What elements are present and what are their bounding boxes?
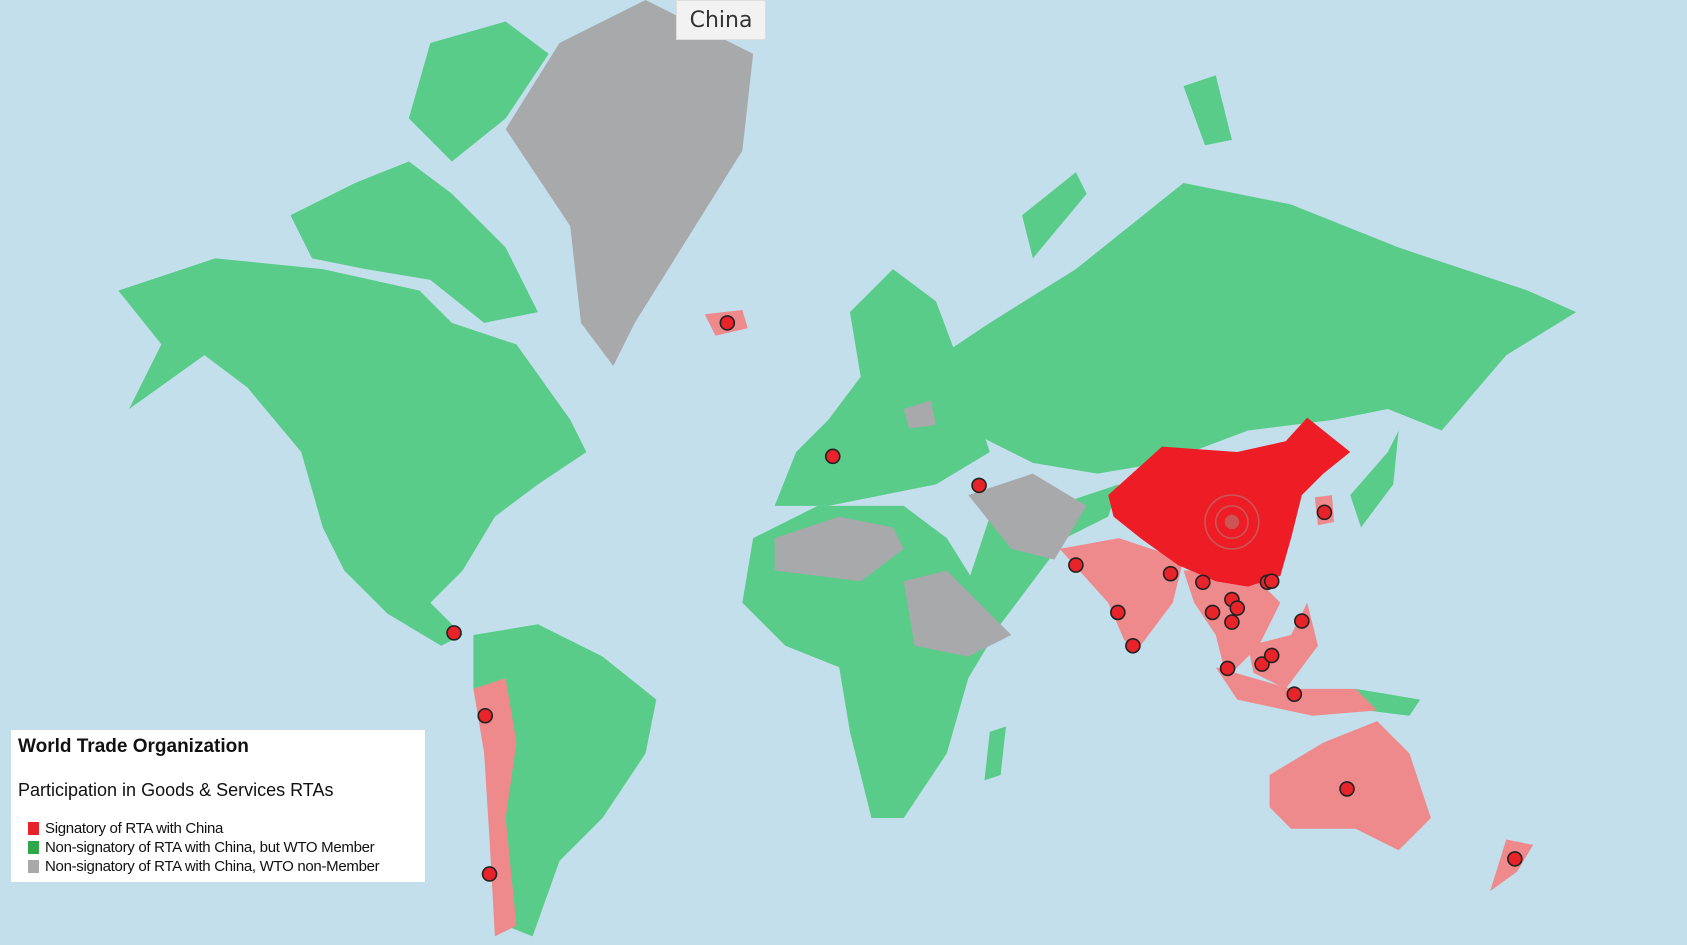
marker-iceland[interactable] (719, 315, 736, 331)
country-tooltip: China (676, 0, 766, 40)
legend-item-signatory: Signatory of RTA with China (28, 820, 223, 837)
north-america (118, 258, 587, 646)
signatory-markers (446, 315, 1523, 882)
north-africa-non-member (774, 516, 904, 582)
marker-macao[interactable] (1294, 613, 1310, 629)
arctic-islands (408, 21, 549, 162)
marker-switzerland[interactable] (824, 448, 841, 465)
legend-item-non-member: Non-signatory of RTA with China, WTO non… (28, 858, 380, 875)
novaya (1022, 172, 1087, 259)
madagascar (984, 726, 1006, 781)
legend-swatch-grey (28, 860, 39, 873)
legend-label: Non-signatory of RTA with China, but WTO… (45, 839, 375, 856)
china-focus-target-icon (1204, 494, 1260, 550)
legend-item-wto-member: Non-signatory of RTA with China, but WTO… (28, 839, 375, 856)
marker-malaysia[interactable] (1263, 647, 1280, 664)
greenland (505, 0, 754, 366)
legend-subtitle: Participation in Goods & Services RTAs (18, 780, 334, 800)
marker-pakistan[interactable] (1068, 557, 1084, 573)
marker-costa-rica[interactable] (446, 625, 462, 641)
marker-laos[interactable] (1229, 600, 1246, 616)
andean-south-america (473, 678, 517, 937)
horn-of-africa (903, 570, 1012, 657)
japan (1350, 430, 1399, 528)
south-america (473, 624, 657, 937)
china[interactable] (1108, 417, 1351, 587)
legend-label: Non-signatory of RTA with China, WTO non… (45, 858, 380, 875)
canadian-arctic (290, 161, 538, 323)
marker-hong-kong[interactable] (1263, 573, 1280, 590)
legend-title: World Trade Organization (18, 736, 249, 757)
legend-swatch-red (28, 822, 39, 835)
marker-australia[interactable] (1507, 851, 1523, 867)
belarus (903, 400, 937, 429)
marker-nepal[interactable] (1162, 565, 1179, 582)
europe (774, 269, 990, 506)
south-asia (1059, 538, 1184, 646)
svalbard (1183, 75, 1232, 146)
marker-maldives[interactable] (1110, 604, 1126, 621)
marker-indonesia[interactable] (1316, 504, 1333, 521)
non-member-regions[interactable] (505, 0, 1087, 657)
marker-bangladesh[interactable] (1195, 574, 1211, 591)
legend-swatch-green (28, 841, 39, 854)
marker-cambodia[interactable] (1224, 614, 1240, 630)
marker-peru[interactable] (477, 707, 494, 724)
russia (925, 182, 1577, 474)
legend: World Trade Organization Participation i… (11, 730, 425, 882)
marker-brunei[interactable] (1286, 686, 1303, 703)
iran-region (968, 473, 1087, 560)
marker-thailand[interactable] (1204, 604, 1221, 621)
marker-philippines[interactable] (1219, 660, 1236, 677)
marker-south-korea[interactable] (1339, 781, 1355, 797)
marker-sri-lanka[interactable] (1125, 637, 1141, 654)
marker-chile[interactable] (481, 866, 498, 882)
marker-singapore[interactable] (1254, 656, 1270, 672)
legend-label: Signatory of RTA with China (45, 820, 224, 837)
marker-georgia[interactable] (971, 477, 987, 494)
